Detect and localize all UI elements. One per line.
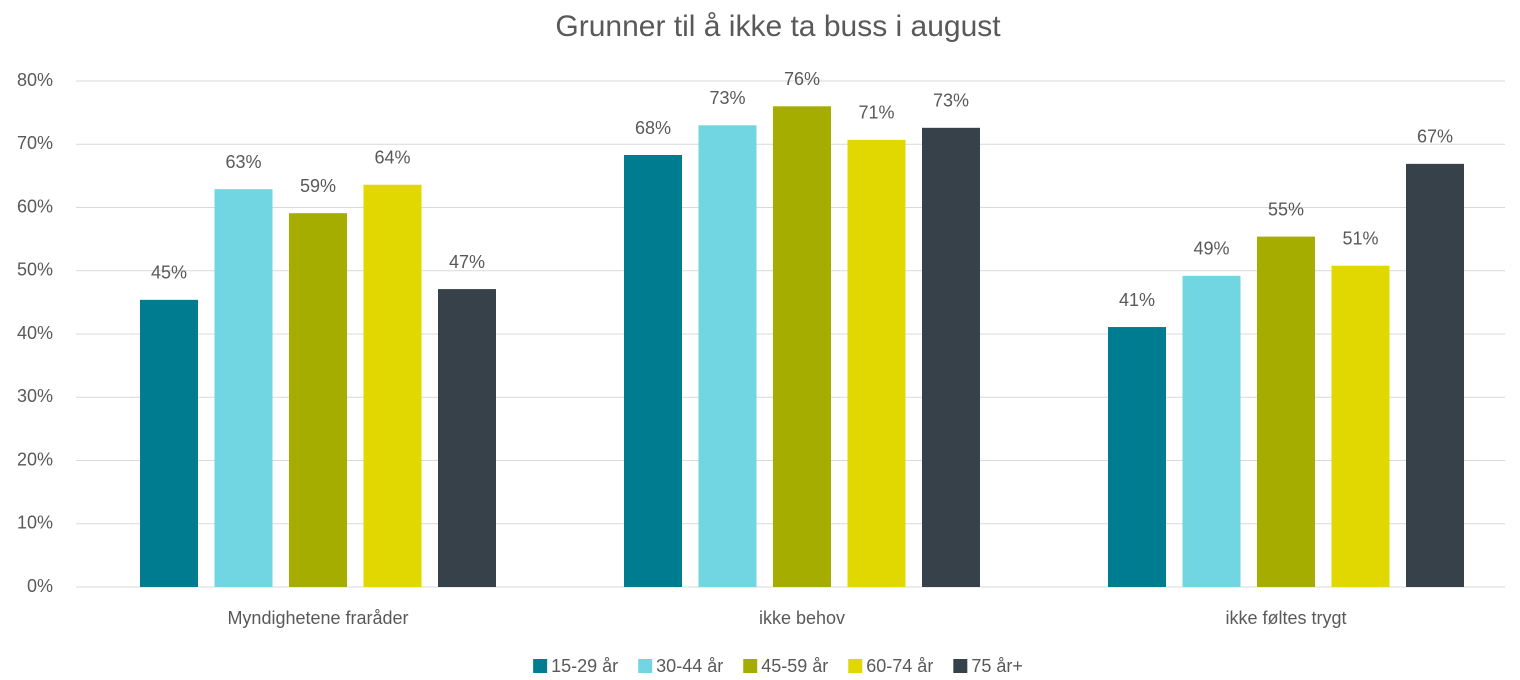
data-label: 73%: [709, 88, 745, 108]
bar: [140, 299, 198, 587]
chart-title: Grunner til å ikke ta buss i august: [555, 10, 1001, 43]
data-label: 63%: [225, 152, 261, 172]
x-tick-label: ikke føltes trygt: [1225, 608, 1346, 628]
legend-swatch: [743, 659, 758, 673]
bar: [1406, 163, 1464, 588]
bar: [773, 106, 831, 588]
data-label: 41%: [1119, 290, 1155, 310]
y-tick-label: 80%: [17, 70, 53, 90]
x-tick-label: Myndighetene fraråder: [227, 608, 408, 628]
data-label: 49%: [1193, 239, 1229, 259]
data-label: 59%: [300, 176, 336, 196]
data-label: 67%: [1417, 127, 1453, 147]
bar: [1257, 236, 1315, 587]
data-label: 45%: [151, 263, 187, 283]
y-tick-label: 30%: [17, 386, 53, 406]
x-tick-label: ikke behov: [759, 608, 845, 628]
y-tick-label: 40%: [17, 323, 53, 343]
legend-label: 15-29 år: [551, 656, 618, 676]
legend-swatch: [848, 659, 863, 673]
y-tick-label: 70%: [17, 133, 53, 153]
legend-swatch: [533, 659, 548, 673]
legend-label: 75 år+: [971, 656, 1023, 676]
bar: [1331, 265, 1390, 587]
legend-swatch: [638, 659, 653, 673]
data-label: 68%: [635, 118, 671, 138]
y-tick-label: 50%: [17, 260, 53, 280]
bar: [624, 155, 682, 587]
data-label: 64%: [374, 147, 410, 167]
bar: [363, 184, 422, 588]
legend-label: 30-44 år: [656, 656, 723, 676]
bar: [289, 213, 347, 587]
y-tick-label: 20%: [17, 449, 53, 469]
bar: [438, 289, 496, 587]
data-label: 71%: [858, 103, 894, 123]
bar: [1182, 275, 1241, 587]
legend-label: 60-74 år: [866, 656, 933, 676]
bar: [847, 139, 906, 587]
y-tick-label: 60%: [17, 196, 53, 216]
y-tick-label: 10%: [17, 513, 53, 533]
legend-label: 45-59 år: [761, 656, 828, 676]
bar: [214, 189, 273, 587]
data-label: 76%: [784, 69, 820, 89]
bar: [698, 125, 757, 588]
data-label: 55%: [1268, 199, 1304, 219]
data-label: 47%: [449, 252, 485, 272]
data-label: 73%: [933, 91, 969, 111]
data-label: 51%: [1342, 228, 1378, 248]
legend-swatch: [953, 659, 968, 673]
bar: [1108, 327, 1166, 587]
bar: [922, 127, 980, 588]
y-tick-label: 0%: [27, 576, 53, 596]
